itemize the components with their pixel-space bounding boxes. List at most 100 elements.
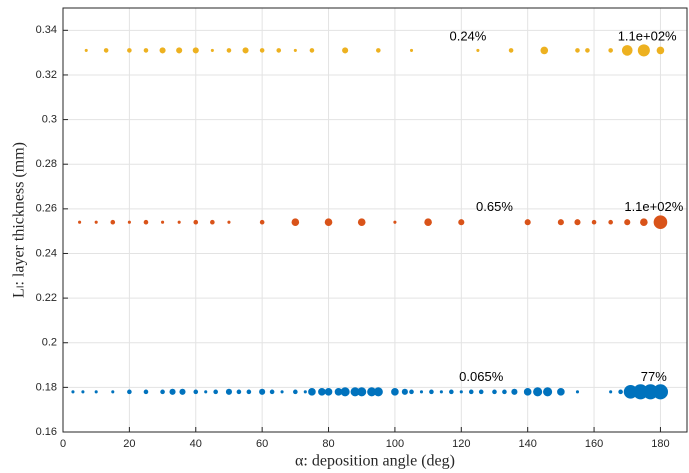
bubble	[179, 388, 186, 395]
x-tick-label: 140	[519, 438, 537, 450]
bubble	[169, 388, 176, 395]
bubble	[459, 390, 463, 394]
bubble	[652, 384, 668, 400]
bubble	[127, 220, 131, 224]
annotation: 0.24%	[449, 28, 486, 43]
bubble	[340, 387, 350, 397]
bubble	[543, 387, 553, 397]
bubble	[143, 389, 149, 395]
bubble	[84, 48, 88, 52]
y-tick-label: 0.18	[36, 381, 57, 393]
y-tick-label: 0.2	[42, 337, 57, 349]
bubble	[540, 46, 549, 55]
bubble	[574, 219, 581, 226]
x-tick-label: 100	[386, 438, 404, 450]
bubble	[492, 389, 497, 395]
bubble	[637, 44, 650, 57]
bubble	[324, 218, 333, 227]
bubble	[350, 387, 360, 397]
bubble	[449, 389, 454, 395]
bubble	[103, 48, 109, 53]
bubble	[373, 387, 383, 397]
bubble	[276, 48, 282, 53]
bubble	[227, 220, 231, 224]
bubble	[177, 220, 181, 224]
y-tick-label: 0.32	[36, 69, 57, 81]
bubble	[259, 48, 265, 53]
bubble	[210, 219, 215, 225]
bubble	[621, 45, 633, 56]
bubble	[293, 389, 298, 395]
bubble	[259, 219, 265, 225]
bubble	[640, 218, 648, 227]
bubble	[439, 390, 443, 394]
bubble	[213, 389, 218, 395]
bubble	[318, 388, 326, 396]
bubble	[557, 388, 565, 396]
bubble	[476, 48, 480, 52]
bubble	[246, 389, 252, 395]
bubble	[391, 388, 399, 396]
bubble	[324, 388, 333, 396]
bubble	[478, 389, 484, 395]
bubble	[357, 387, 367, 397]
x-tick-label: 160	[585, 438, 603, 450]
annotation: 1.1e+02%	[618, 28, 677, 43]
bubble	[160, 389, 165, 395]
x-tick-label: 0	[60, 438, 66, 450]
bubble	[523, 388, 532, 396]
annotation: 0.065%	[459, 369, 504, 384]
bubble	[94, 220, 98, 224]
bubble	[308, 388, 316, 396]
bubble	[393, 220, 397, 224]
bubble	[508, 48, 514, 53]
x-tick-label: 40	[190, 438, 202, 450]
bubble	[127, 389, 132, 395]
bubble	[608, 219, 613, 225]
annotation: 1.1e+02%	[624, 199, 683, 214]
bubble	[309, 48, 315, 53]
bubble	[409, 389, 414, 395]
bubble	[192, 47, 199, 54]
plot-area	[63, 8, 687, 432]
bubble	[291, 218, 300, 227]
bubble	[575, 390, 580, 394]
bubble	[624, 219, 631, 226]
bubble	[591, 219, 597, 225]
bubble	[127, 48, 132, 53]
x-tick-label: 20	[123, 438, 135, 450]
bubble	[259, 388, 266, 395]
bubble	[111, 390, 115, 394]
bubble	[618, 389, 623, 395]
bubble	[608, 48, 613, 53]
bubble	[429, 389, 434, 395]
bubble	[656, 46, 665, 55]
bubble	[367, 387, 377, 397]
bubble	[293, 48, 297, 52]
y-tick-label: 0.34	[36, 24, 57, 36]
bubble	[81, 390, 85, 394]
bubble	[409, 48, 414, 52]
x-tick-label: 80	[322, 438, 334, 450]
bubble	[193, 219, 199, 225]
bubble	[357, 218, 366, 227]
bubble	[575, 48, 580, 53]
annotation: 0.65%	[476, 199, 513, 214]
bubble	[110, 219, 116, 225]
bubble	[193, 389, 199, 395]
bubble	[176, 47, 183, 54]
bubble	[502, 389, 507, 395]
bubble	[585, 48, 590, 53]
y-tick-label: 0.16	[36, 426, 57, 438]
bubble	[143, 219, 149, 225]
bubble	[458, 219, 465, 226]
x-tick-label: 120	[452, 438, 470, 450]
y-tick-label: 0.22	[36, 292, 57, 304]
bubble	[342, 47, 349, 54]
bubble	[334, 388, 343, 396]
annotation: 77%	[641, 369, 667, 384]
bubble	[524, 219, 531, 226]
bubble	[424, 218, 432, 227]
x-axis-label: α: deposition angle (deg)	[295, 453, 455, 470]
